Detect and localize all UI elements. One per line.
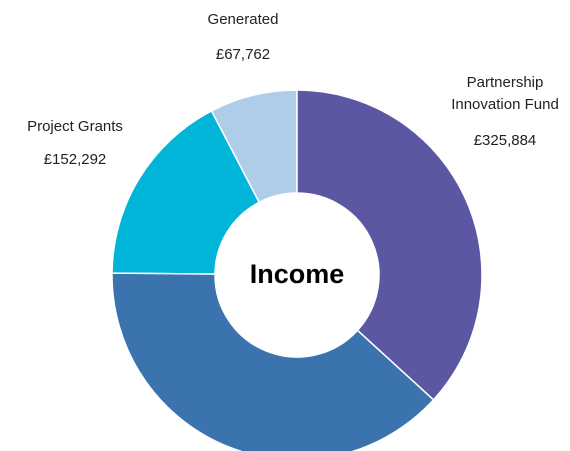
donut-segment <box>296 89 483 401</box>
segment-label: Generated <box>207 11 279 28</box>
donut-segment <box>111 272 435 451</box>
segment-label: Project Grants <box>27 118 123 135</box>
donut-segment <box>111 109 261 275</box>
chart-title: Income <box>250 259 345 289</box>
value-label: £325,884 <box>473 132 537 149</box>
segment-label: Partnership Innovation Fund <box>451 74 559 113</box>
value-label: £67,762 <box>215 46 271 63</box>
value-label: £152,292 <box>43 151 107 168</box>
